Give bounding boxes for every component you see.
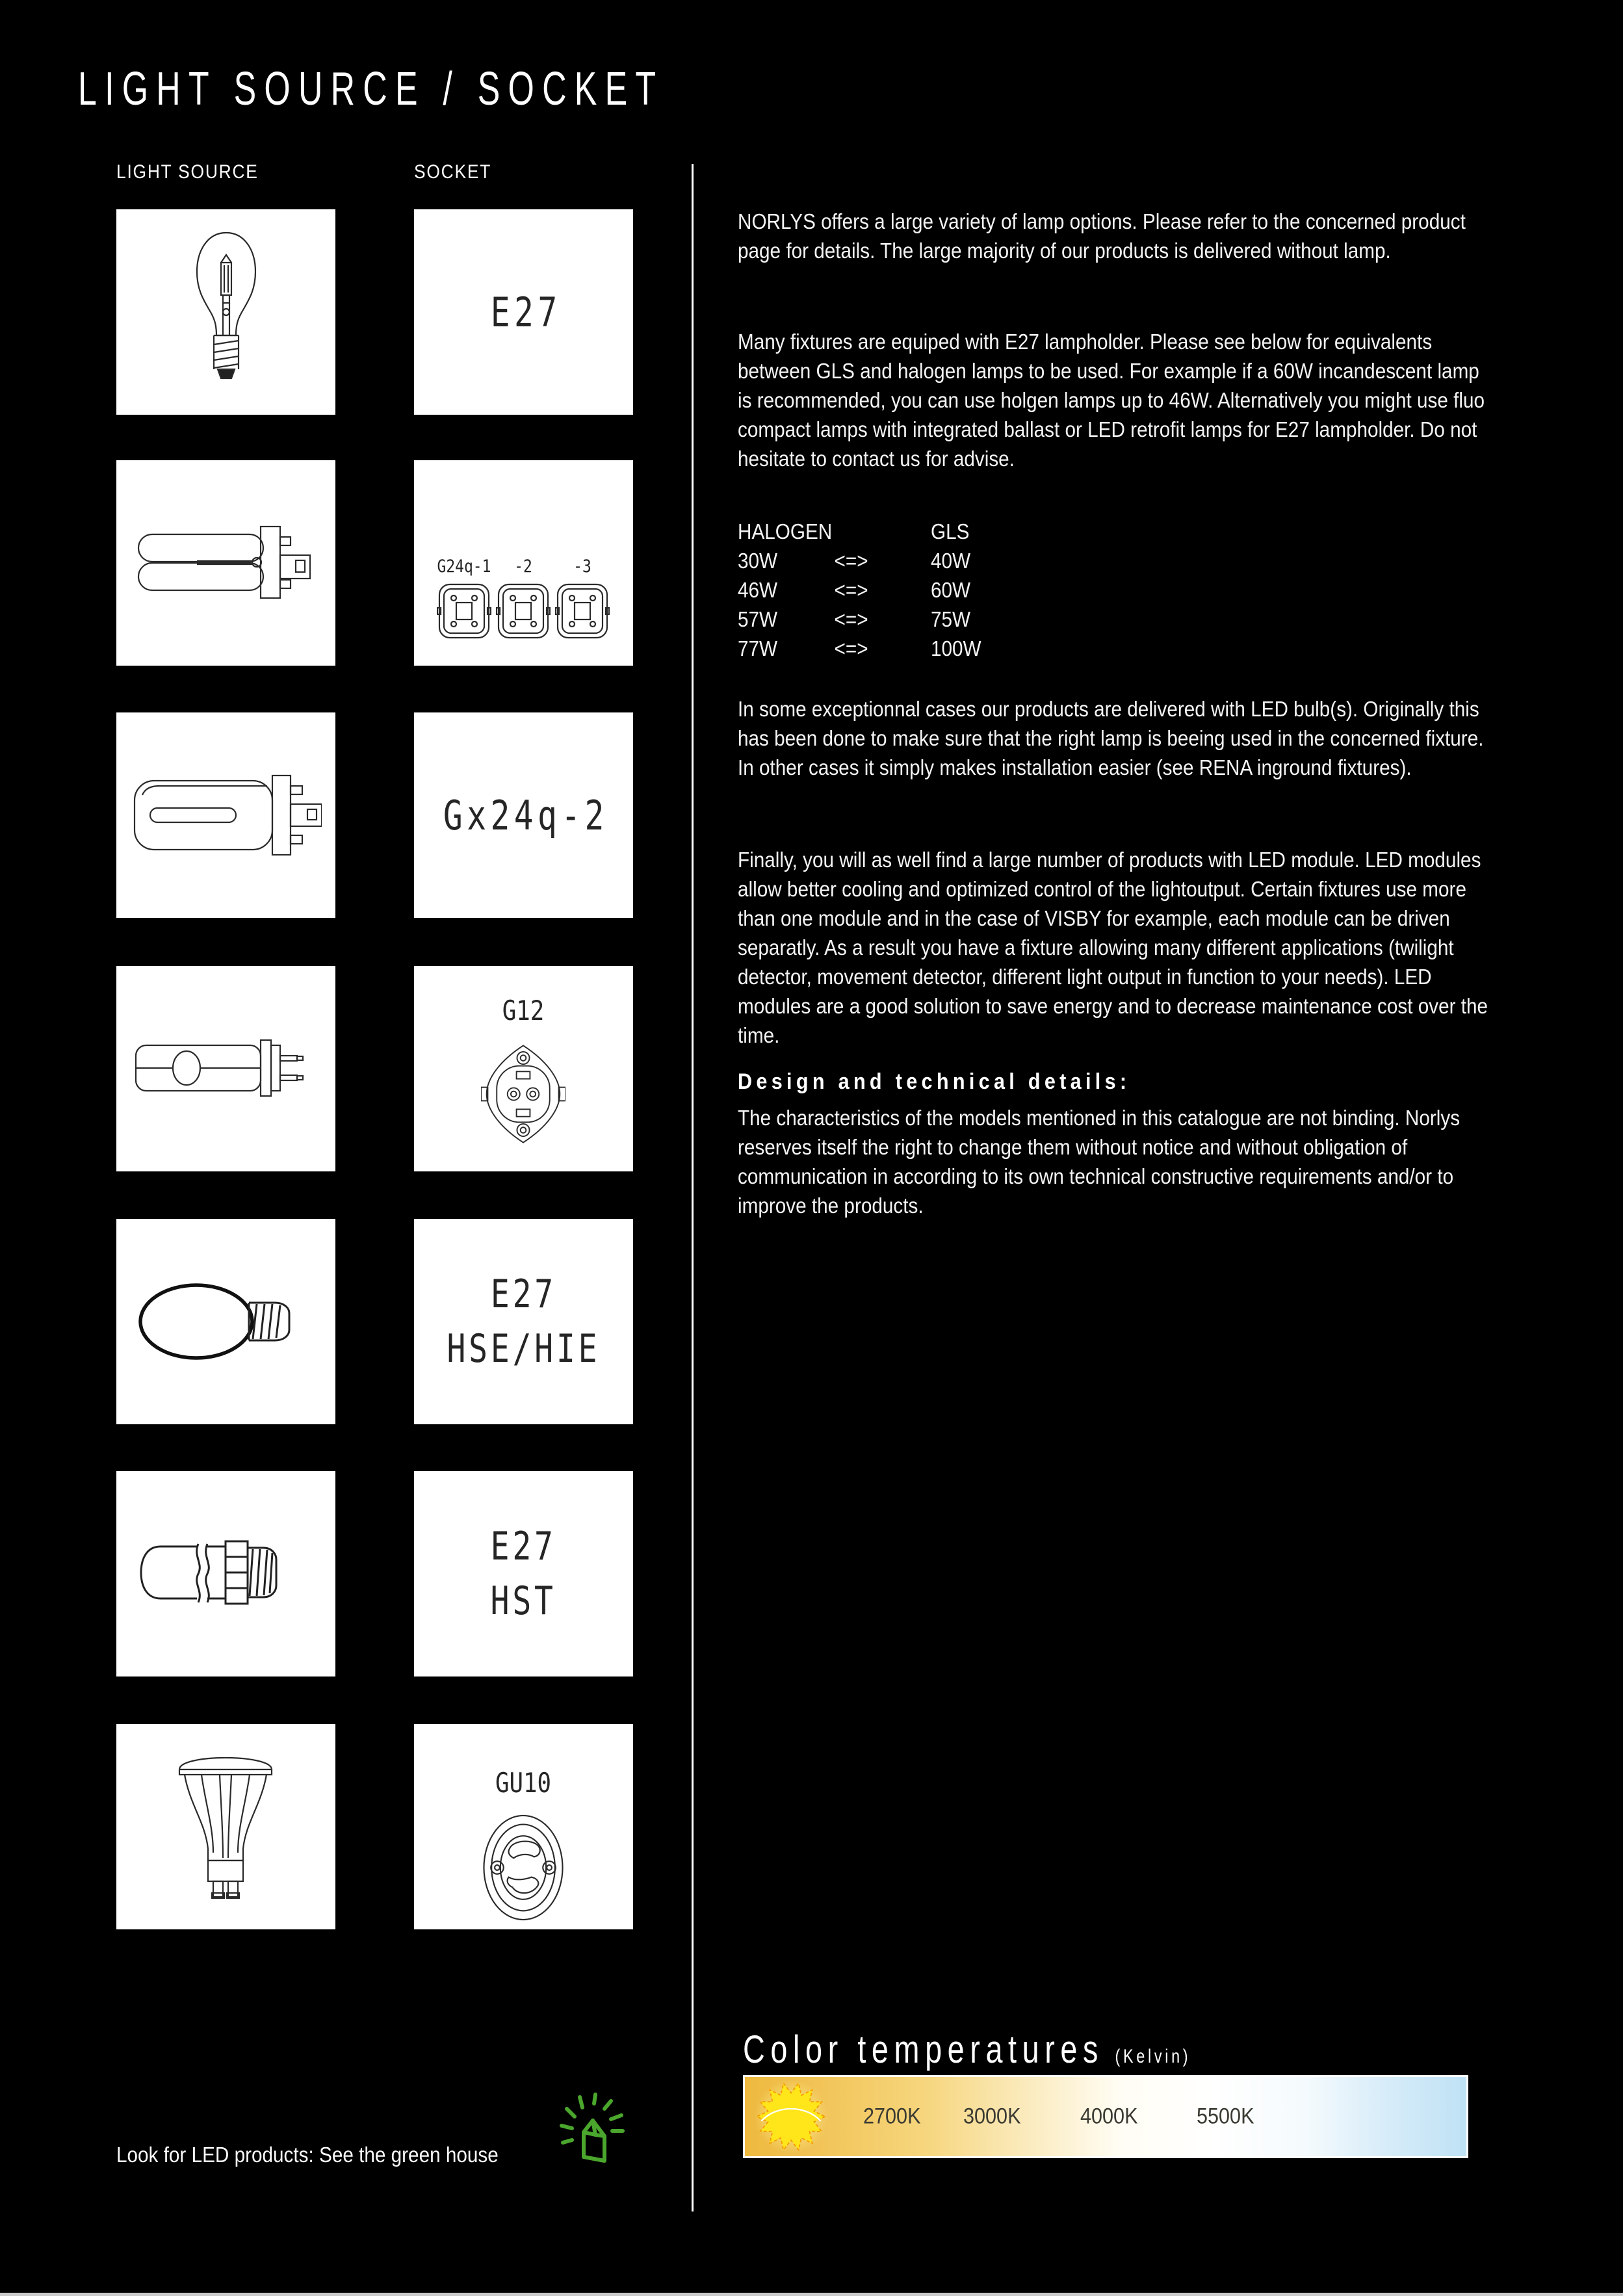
gls-halogen-bulb-icon [196, 231, 257, 380]
socket-label-g24q-3: -3 [573, 556, 591, 577]
sun-icon [754, 2080, 828, 2154]
design-details-heading: Design and technical details: [738, 1069, 1131, 1094]
led-module-paragraph: Finally, you will as well find a large n… [738, 848, 1488, 1047]
table-header-row: HALOGEN GLS [738, 517, 1147, 546]
kelvin-label-4000: 4000K [1080, 2104, 1138, 2129]
light-source-box-row2 [116, 460, 335, 666]
table-row: 57W <=> 75W [738, 605, 1147, 634]
table-row: 77W <=> 100W [738, 634, 1147, 663]
compact-fluorescent-twin-tube-icon [137, 525, 311, 599]
gu10-spot-lamp-icon [178, 1756, 273, 1899]
socket-box-row2: G24q-1 -2 -3 [414, 460, 633, 666]
socket-label-g24q-1: G24q-1 [437, 556, 491, 577]
equivalence-arrow: <=> [834, 636, 868, 660]
equivalence-arrow: <=> [834, 578, 868, 602]
compact-fluorescent-quad-pin-icon [133, 774, 322, 856]
light-source-box-row5 [116, 1219, 335, 1424]
page-bottom-edge [0, 2293, 1623, 2296]
color-temperatures-heading: Color temperatures [743, 2028, 1104, 2071]
light-source-box-row6 [116, 1471, 335, 1676]
color-temperatures-heading-row: Color temperatures (Kelvin) [743, 2027, 1191, 2072]
equivalence-arrow: <=> [834, 549, 868, 573]
table-row: 46W <=> 60W [738, 575, 1147, 605]
column-header-socket: SOCKET [414, 161, 492, 183]
gu10-socket-icon [483, 1814, 564, 1921]
g24q-socket-icon [555, 583, 610, 639]
socket-box-row5: E27 HSE/HIE [414, 1219, 633, 1424]
kelvin-label-3000: 3000K [963, 2104, 1021, 2129]
socket-label-gu10: GU10 [495, 1767, 551, 1799]
socket-label-g24q-2: -2 [514, 556, 532, 577]
intro-paragraph-2: Many fixtures are equiped with E27 lamph… [738, 330, 1485, 471]
design-details-paragraph: The characteristics of the models mentio… [738, 1106, 1461, 1218]
equivalence-arrow: <=> [834, 607, 868, 631]
led-products-note: Look for LED products: See the green hou… [116, 2143, 499, 2167]
light-source-box-row4 [116, 966, 335, 1171]
page-title: LIGHT SOURCE / SOCKET [78, 63, 664, 115]
g12-socket-icon [481, 1045, 565, 1143]
kelvin-label-2700: 2700K [863, 2104, 921, 2129]
socket-label-e27-hse-hie: E27 HSE/HIE [447, 1272, 601, 1372]
socket-box-row4: G12 [414, 966, 633, 1171]
hst-tubular-lamp-icon [140, 1540, 278, 1605]
hse-ellipsoidal-lamp-icon [138, 1283, 291, 1360]
col-header-gls: GLS [931, 519, 970, 543]
color-temperature-gradient-bar: 2700K 3000K 4000K 5500K [743, 2075, 1468, 2158]
table-row: 30W <=> 40W [738, 546, 1147, 575]
light-source-box-row1 [116, 209, 335, 415]
socket-box-row3: Gx24q-2 [414, 712, 633, 918]
kelvin-label-5500: 5500K [1197, 2104, 1254, 2129]
light-source-box-row7 [116, 1724, 335, 1929]
socket-label-gx24q-2: Gx24q-2 [443, 791, 608, 839]
color-temperatures-unit: (Kelvin) [1115, 2046, 1191, 2067]
socket-box-row1: E27 [414, 209, 633, 415]
light-source-box-row3 [116, 712, 335, 918]
intro-paragraph-1: NORLYS offers a large variety of lamp op… [738, 209, 1466, 263]
socket-label-g12: G12 [502, 995, 545, 1026]
socket-box-row7: GU10 [414, 1724, 633, 1929]
column-header-light-source: LIGHT SOURCE [116, 161, 259, 183]
g24q-socket-icon [496, 583, 551, 639]
halogen-gls-equivalence-table: HALOGEN GLS 30W <=> 40W 46W <=> 60W 57W … [738, 517, 1147, 663]
socket-label-e27-hst: E27 HST [490, 1524, 557, 1624]
g24q-socket-icon [437, 583, 491, 639]
vertical-divider [692, 164, 694, 2211]
socket-box-row6: E27 HST [414, 1471, 633, 1676]
metal-halide-g12-lamp-icon [135, 1039, 304, 1097]
green-house-icon [560, 2093, 625, 2163]
socket-label-e27: E27 [490, 288, 562, 336]
col-header-halogen: HALOGEN [738, 519, 833, 543]
led-bulb-paragraph: In some exceptionnal cases our products … [738, 697, 1484, 779]
